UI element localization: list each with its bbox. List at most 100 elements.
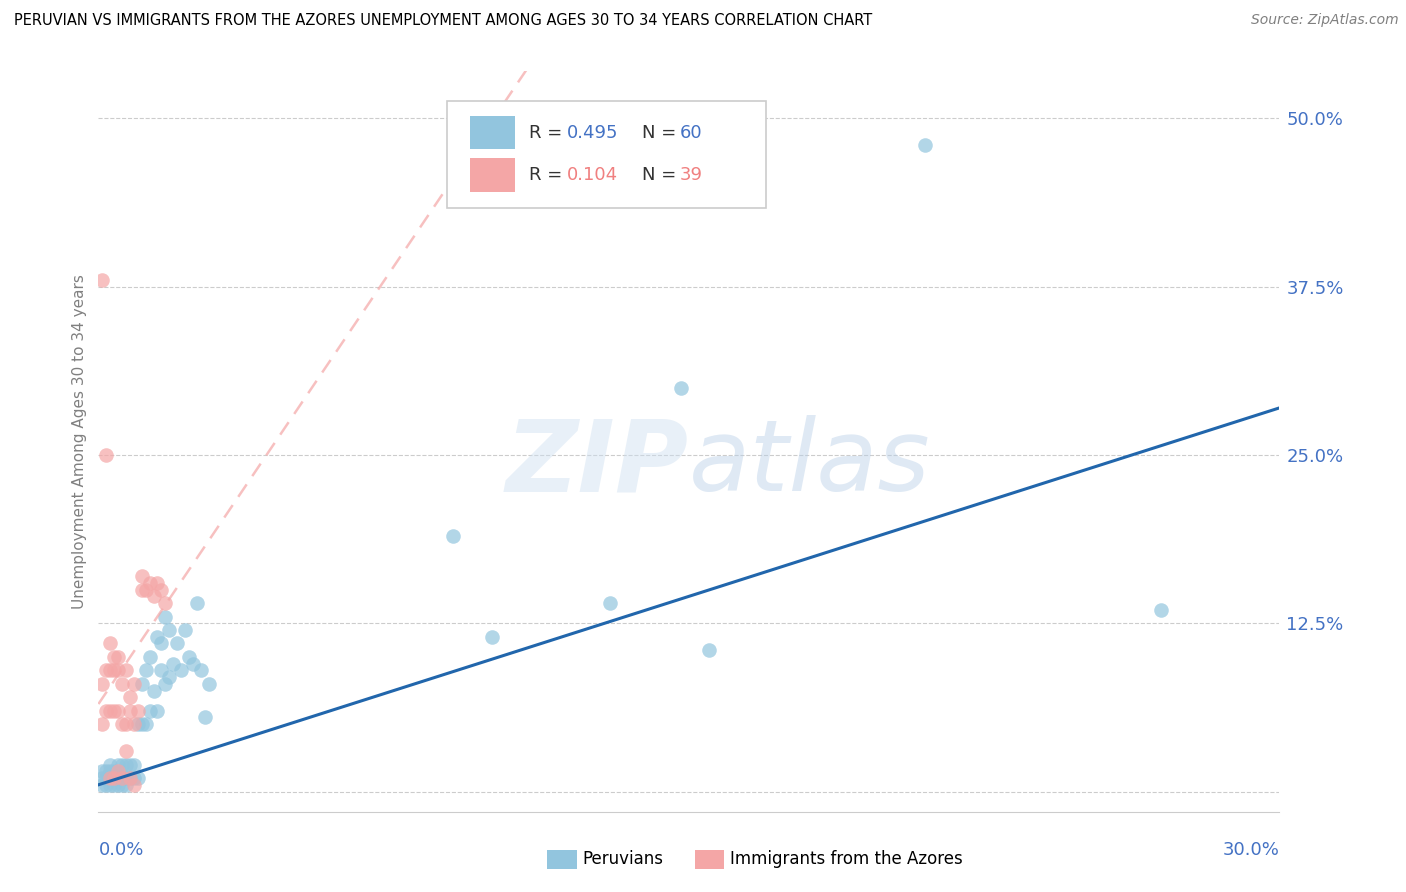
Point (697, 643, 720, 657)
Point (96, 778, 118, 792)
Point (122, 757, 145, 772)
Point (91, 778, 114, 792)
Point (98, 771, 121, 785)
Point (91, 771, 114, 785)
Point (155, 677, 177, 691)
Point (107, 771, 129, 785)
Point (98, 778, 121, 792)
Point (118, 690, 141, 705)
Point (181, 657, 204, 671)
Text: 0.0%: 0.0% (98, 841, 143, 859)
Point (107, 649, 129, 664)
Point (118, 771, 141, 785)
Point (107, 704, 129, 718)
Text: 30.0%: 30.0% (1223, 841, 1279, 859)
Text: Peruvians: Peruvians (582, 850, 664, 869)
Point (98, 704, 121, 718)
Point (96, 764, 118, 779)
Point (138, 575, 160, 590)
FancyBboxPatch shape (471, 116, 516, 150)
Text: 39: 39 (679, 166, 703, 184)
Point (162, 657, 184, 671)
Point (111, 778, 134, 792)
Point (122, 778, 145, 792)
Point (127, 771, 149, 785)
Point (122, 771, 145, 785)
Point (146, 630, 169, 644)
Point (190, 664, 212, 678)
Point (91, 273, 114, 287)
Point (599, 596, 621, 610)
Point (115, 771, 138, 785)
Text: R =: R = (530, 166, 568, 184)
Point (138, 704, 160, 718)
Point (150, 664, 173, 678)
Point (96, 771, 118, 785)
Text: 0.495: 0.495 (567, 124, 619, 142)
Point (150, 636, 173, 650)
Point (481, 630, 503, 644)
Point (103, 704, 125, 718)
Text: N =: N = (641, 166, 682, 184)
Text: atlas: atlas (689, 416, 931, 512)
Text: 60: 60 (679, 124, 702, 142)
Point (91, 764, 114, 779)
Point (122, 677, 145, 691)
Point (111, 677, 134, 691)
FancyBboxPatch shape (471, 159, 516, 192)
Y-axis label: Unemployment Among Ages 30 to 34 years: Unemployment Among Ages 30 to 34 years (72, 274, 87, 609)
Point (131, 677, 153, 691)
Point (174, 623, 197, 637)
Point (177, 649, 200, 664)
Point (166, 636, 188, 650)
Point (115, 717, 138, 731)
Point (115, 664, 138, 678)
FancyBboxPatch shape (547, 850, 576, 869)
Point (96, 704, 118, 718)
Point (98, 771, 121, 785)
Point (98, 757, 121, 772)
Point (186, 596, 208, 610)
Point (103, 778, 125, 792)
Point (115, 757, 138, 772)
Point (131, 717, 153, 731)
Point (111, 717, 134, 731)
Text: R =: R = (530, 124, 568, 142)
Point (118, 757, 141, 772)
Point (111, 771, 134, 785)
Point (111, 757, 134, 772)
Point (131, 582, 153, 597)
Point (103, 771, 125, 785)
Text: PERUVIAN VS IMMIGRANTS FROM THE AZORES UNEMPLOYMENT AMONG AGES 30 TO 34 YEARS CO: PERUVIAN VS IMMIGRANTS FROM THE AZORES U… (14, 13, 872, 29)
Point (115, 778, 138, 792)
Point (98, 664, 121, 678)
Point (197, 677, 219, 691)
Text: N =: N = (641, 124, 682, 142)
Point (111, 771, 134, 785)
Point (107, 778, 129, 792)
Point (135, 717, 157, 731)
Point (103, 664, 125, 678)
Point (122, 717, 145, 731)
Point (107, 757, 129, 772)
Point (138, 649, 160, 664)
Point (135, 664, 157, 678)
Point (107, 764, 129, 779)
Point (131, 569, 153, 583)
Point (103, 771, 125, 785)
Point (155, 596, 177, 610)
Point (91, 717, 114, 731)
Point (146, 704, 169, 718)
Point (146, 575, 169, 590)
Point (103, 649, 125, 664)
Point (127, 717, 149, 731)
Point (157, 623, 180, 637)
Point (669, 381, 692, 395)
Point (96, 664, 118, 678)
Point (107, 664, 129, 678)
FancyBboxPatch shape (695, 850, 724, 869)
Point (127, 704, 149, 718)
Point (914, 138, 936, 153)
Point (98, 636, 121, 650)
Point (103, 764, 125, 779)
